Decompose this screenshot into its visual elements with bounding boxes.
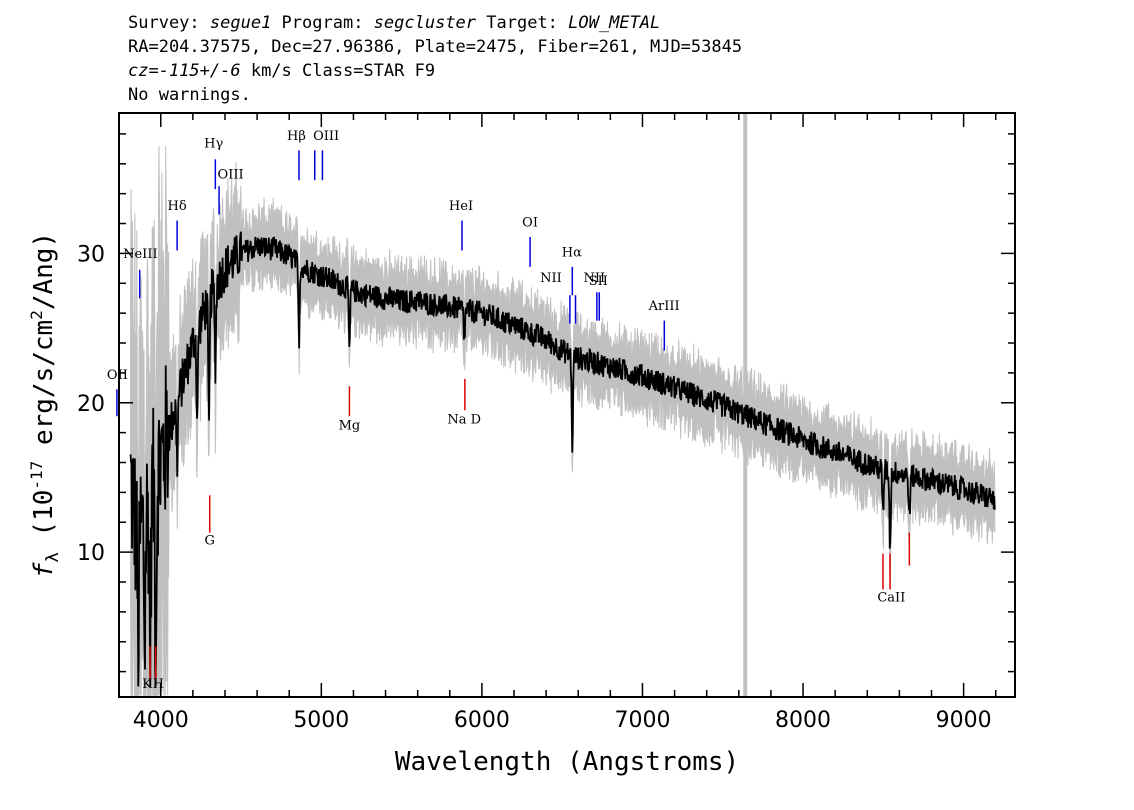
x-tick-label: 4000 xyxy=(133,708,189,733)
program-value: segcluster xyxy=(373,13,477,33)
emission-label-8: HeI xyxy=(449,199,473,214)
ticks-group: 4000 5000 6000 7000 8000 9000 10 20 30 xyxy=(77,113,1015,733)
flux-group xyxy=(129,231,996,687)
header-line-coords: RA=204.37575, Dec=27.96386, Plate=2475, … xyxy=(128,37,743,57)
emission-label-3: Hγ xyxy=(204,136,223,151)
emission-label-0: OII xyxy=(107,368,128,383)
absorption-label-5: CaII xyxy=(877,590,905,605)
x-tick-label: 6000 xyxy=(454,708,510,733)
absorption-label-2: G xyxy=(205,534,215,549)
emission-label-11: NII xyxy=(540,271,562,286)
y-tick-label: 30 xyxy=(77,242,105,267)
cz-value: cz=-115+/-6 xyxy=(128,61,241,81)
y-tick-label: 10 xyxy=(77,541,105,566)
emission-label-4: OIII xyxy=(218,168,244,183)
target-value: LOW_METAL xyxy=(568,13,661,33)
emission-label-5: Hβ xyxy=(287,129,306,144)
absorption-label-0: K xyxy=(142,677,152,692)
y-tick-label: 20 xyxy=(77,392,105,417)
emission-label-1: NeIII xyxy=(123,247,157,262)
header-line-redshift: cz=-115+/-6 km/s Class=STAR F9 xyxy=(128,60,435,82)
survey-label: Survey: xyxy=(128,13,210,33)
emission-label-2: Hδ xyxy=(168,199,187,214)
absorption-label-1: H xyxy=(153,677,164,692)
error-band xyxy=(130,145,996,697)
target-label: Target: xyxy=(476,13,569,33)
x-tick-label: 9000 xyxy=(936,708,992,733)
absorption-label-4: Na D xyxy=(447,413,481,428)
error-band-group xyxy=(130,145,996,697)
x-axis-title: Wavelength (Angstroms) xyxy=(395,747,739,777)
emission-label-12: NII xyxy=(583,271,605,286)
y-axis-title: fλ (10-17 erg/s/cm2/Ang) xyxy=(27,232,63,578)
emission-label-15: ArIII xyxy=(648,299,680,314)
flux-line xyxy=(129,231,996,687)
class-text: km/s Class=STAR F9 xyxy=(240,61,436,81)
emission-label-10: Hα xyxy=(562,245,582,260)
header-line-survey: Survey: segue1 Program: segcluster Targe… xyxy=(128,12,660,34)
x-tick-label: 5000 xyxy=(293,708,349,733)
plot-frame xyxy=(118,112,1016,698)
survey-value: segue1 xyxy=(209,13,272,33)
x-tick-label: 7000 xyxy=(614,708,670,733)
emission-label-6: OIII xyxy=(313,129,339,144)
x-tick-label: 8000 xyxy=(775,708,831,733)
header-line-warnings: No warnings. xyxy=(128,85,251,105)
emission-label-9: OI xyxy=(522,216,538,231)
absorption-label-3: Mg xyxy=(339,419,361,434)
program-label: Program: xyxy=(271,13,374,33)
emission-label-13: SII xyxy=(589,274,608,289)
